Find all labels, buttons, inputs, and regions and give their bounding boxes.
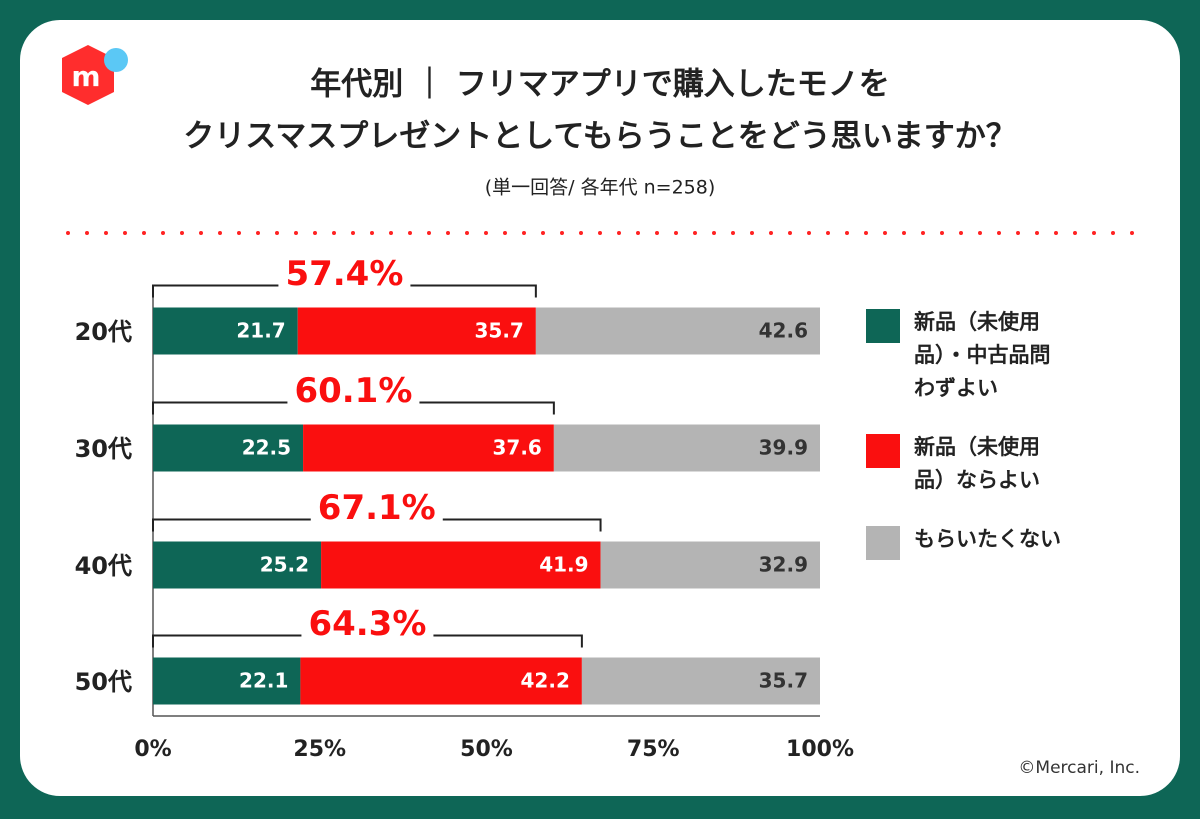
legend-item: 新品（未使用品）・中古品問わずよい bbox=[866, 306, 1066, 405]
bracket bbox=[152, 634, 583, 648]
y-tick-label: 50代 bbox=[75, 668, 132, 696]
logo-text: m bbox=[71, 60, 100, 93]
copyright: ©Mercari, Inc. bbox=[1018, 758, 1140, 778]
bar-segment bbox=[153, 424, 304, 472]
value-label: 35.7 bbox=[759, 669, 808, 693]
legend: 新品（未使用品）・中古品問わずよい新品（未使用品）ならよいもらいたくない bbox=[866, 306, 1066, 586]
legend-swatch bbox=[866, 309, 900, 343]
x-tick-label: 75% bbox=[627, 737, 680, 762]
bar-segment bbox=[153, 541, 322, 589]
bracket bbox=[152, 401, 555, 415]
legend-item: 新品（未使用品）ならよい bbox=[866, 431, 1066, 497]
bar-segment bbox=[303, 424, 554, 472]
x-tick-label: 50% bbox=[460, 737, 513, 762]
annotation: 57.4% bbox=[285, 254, 403, 294]
bracket bbox=[152, 518, 602, 532]
x-tick-label: 0% bbox=[134, 737, 171, 762]
legend-item: もらいたくない bbox=[866, 523, 1066, 560]
bar-segment bbox=[321, 541, 601, 589]
bar-segment bbox=[535, 307, 820, 355]
value-label: 37.6 bbox=[493, 436, 542, 460]
value-label: 39.9 bbox=[759, 436, 808, 460]
bracket bbox=[152, 284, 537, 298]
legend-swatch bbox=[866, 526, 900, 560]
bar-segment bbox=[153, 657, 301, 705]
value-label: 35.7 bbox=[474, 319, 523, 343]
title-line: 年代別 ｜ フリマアプリで購入したモノを bbox=[310, 67, 890, 103]
card bbox=[20, 20, 1180, 796]
legend-label: 新品（未使用品）・中古品問わずよい bbox=[914, 310, 1051, 400]
legend-label: 新品（未使用品）ならよい bbox=[914, 435, 1040, 492]
bar-segment bbox=[553, 424, 820, 472]
value-label: 42.6 bbox=[759, 319, 808, 343]
bar-segment bbox=[581, 657, 820, 705]
annotation: 64.3% bbox=[308, 604, 426, 644]
legend-swatch bbox=[866, 434, 900, 468]
bar-segment bbox=[600, 541, 820, 589]
logo-icon: m bbox=[62, 45, 128, 105]
value-label: 22.1 bbox=[239, 669, 288, 693]
y-tick-label: 40代 bbox=[75, 552, 132, 580]
value-label: 22.5 bbox=[242, 436, 291, 460]
subtitle: (単一回答/ 各年代 n=258) bbox=[485, 177, 716, 199]
bar-segment bbox=[300, 657, 582, 705]
x-tick-label: 25% bbox=[293, 737, 346, 762]
value-label: 25.2 bbox=[260, 553, 309, 577]
y-tick-label: 30代 bbox=[75, 435, 132, 463]
bar-segment bbox=[297, 307, 536, 355]
x-tick-label: 100% bbox=[786, 737, 854, 762]
value-label: 42.2 bbox=[521, 669, 570, 693]
annotation: 60.1% bbox=[294, 371, 412, 411]
value-label: 32.9 bbox=[759, 553, 808, 577]
title-line: クリスマスプレゼントとしてもらうことをどう思いますか？ bbox=[183, 119, 1017, 155]
value-label: 21.7 bbox=[236, 319, 285, 343]
legend-label: もらいたくない bbox=[914, 527, 1061, 551]
annotation: 67.1% bbox=[318, 488, 436, 528]
y-tick-label: 20代 bbox=[75, 318, 132, 346]
bar-segment bbox=[153, 307, 298, 355]
value-label: 41.9 bbox=[539, 553, 588, 577]
